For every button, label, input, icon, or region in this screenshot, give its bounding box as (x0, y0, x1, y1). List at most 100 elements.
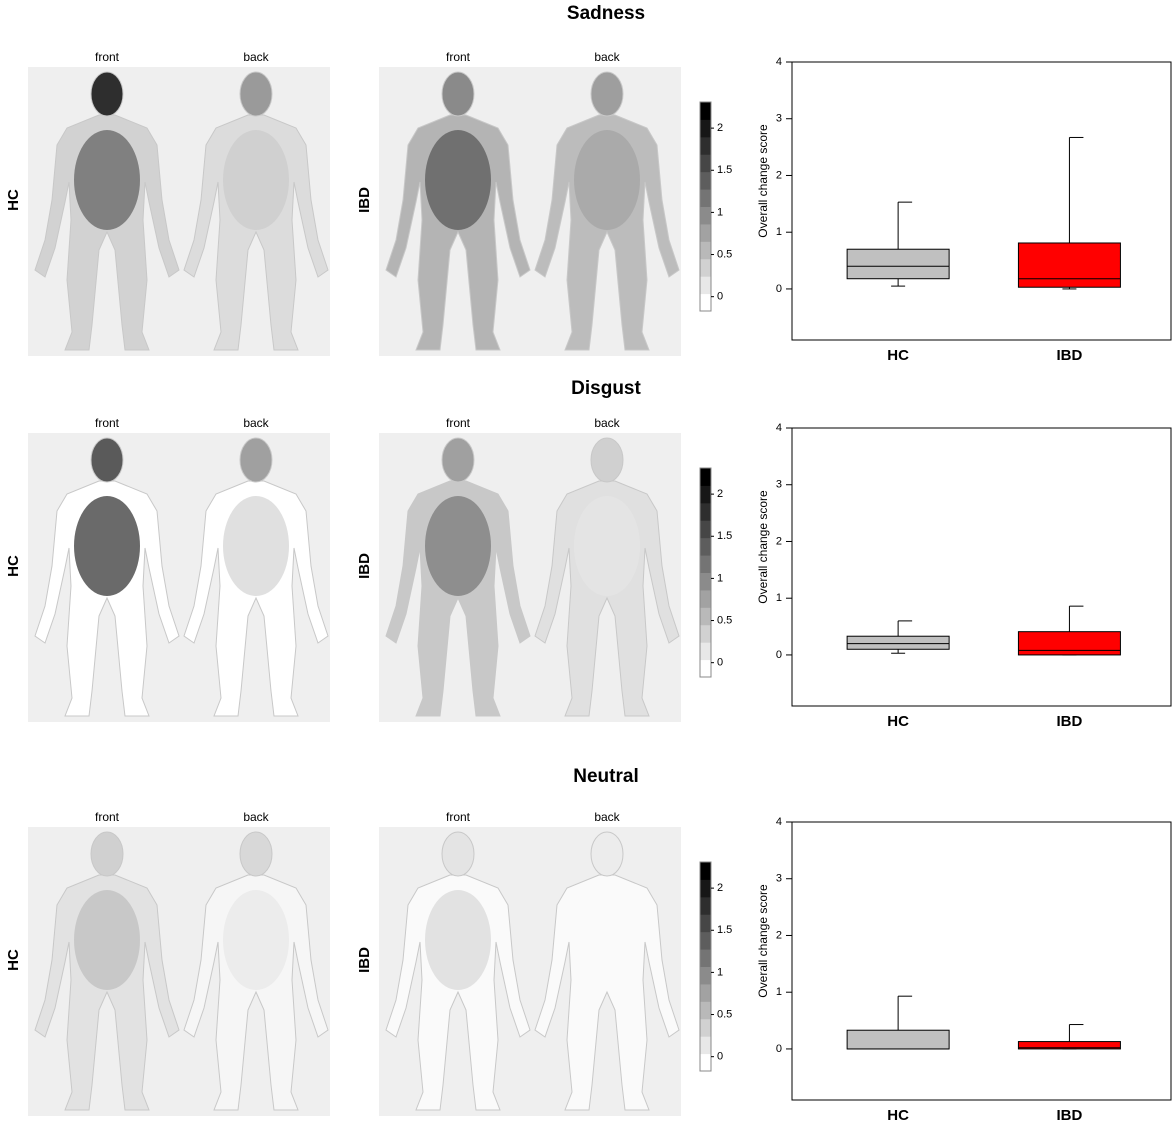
colorbar-band (700, 932, 711, 950)
x-tick-label: HC (887, 713, 909, 730)
colorbar-band (700, 154, 711, 172)
torso-shade (574, 496, 640, 596)
box (1018, 243, 1120, 287)
colorbar-band (700, 1054, 711, 1072)
x-tick-label: HC (887, 1107, 909, 1124)
colorbar-band (700, 102, 711, 120)
colorbar-band (700, 1019, 711, 1037)
plot-frame (792, 62, 1171, 340)
colorbar-band (700, 485, 711, 503)
colorbar-band (700, 241, 711, 259)
colorbar-band (700, 503, 711, 521)
colorbar-band (700, 1036, 711, 1054)
y-tick-label: 3 (776, 479, 782, 491)
head (591, 438, 623, 482)
torso-shade (574, 890, 640, 990)
group-label: HC (5, 555, 22, 577)
page: SadnessHCfrontbackIBDfrontback00.511.520… (0, 0, 1174, 1133)
torso-shade (425, 496, 491, 596)
colorbar-tick-label: 1 (717, 206, 723, 218)
y-tick-label: 4 (776, 816, 782, 828)
colorbar-band (700, 259, 711, 277)
panel-title: Disgust (571, 378, 641, 399)
colorbar-tick-label: 0.5 (717, 248, 732, 260)
x-tick-label: IBD (1057, 713, 1083, 730)
y-tick-label: 3 (776, 113, 782, 125)
y-tick-label: 1 (776, 986, 782, 998)
colorbar-band (700, 119, 711, 137)
y-tick-label: 0 (776, 649, 782, 661)
colorbar-band (700, 862, 711, 880)
colorbar-band (700, 897, 711, 915)
colorbar-tick-label: 2 (717, 488, 723, 500)
y-axis-label: Overall change score (756, 124, 770, 238)
colorbar-tick-label: 1.5 (717, 924, 732, 936)
view-label: back (594, 416, 620, 430)
view-label: front (95, 50, 120, 64)
group-label: HC (5, 949, 22, 971)
colorbar-band (700, 879, 711, 897)
y-tick-label: 3 (776, 873, 782, 885)
torso-shade (74, 496, 140, 596)
view-label: back (243, 810, 269, 824)
view-label: back (243, 416, 269, 430)
colorbar-tick-label: 1.5 (717, 164, 732, 176)
head (591, 72, 623, 116)
torso-shade (223, 130, 289, 230)
colorbar-band (700, 555, 711, 573)
colorbar-band (700, 538, 711, 556)
y-tick-label: 2 (776, 929, 782, 941)
plot-frame (792, 822, 1171, 1100)
y-axis-label: Overall change score (756, 490, 770, 604)
head (442, 832, 474, 876)
colorbar-band (700, 520, 711, 538)
y-tick-label: 0 (776, 283, 782, 295)
group-label: IBD (356, 947, 373, 973)
head (442, 438, 474, 482)
colorbar-tick-label: 1 (717, 572, 723, 584)
colorbar-band (700, 573, 711, 591)
colorbar-tick-label: 0.5 (717, 614, 732, 626)
torso-shade (425, 890, 491, 990)
head (591, 832, 623, 876)
head (91, 72, 123, 116)
head (240, 438, 272, 482)
figure: SadnessHCfrontbackIBDfrontback00.511.520… (0, 0, 1174, 1133)
x-tick-label: IBD (1057, 347, 1083, 364)
head (442, 72, 474, 116)
box (1018, 632, 1120, 655)
group-label: IBD (356, 187, 373, 213)
colorbar-band (700, 607, 711, 625)
colorbar-band (700, 642, 711, 660)
colorbar-tick-label: 0.5 (717, 1008, 732, 1020)
colorbar-tick-label: 1 (717, 966, 723, 978)
box (847, 249, 949, 279)
y-tick-label: 2 (776, 535, 782, 547)
colorbar-band (700, 984, 711, 1002)
torso-shade (425, 130, 491, 230)
view-label: front (95, 810, 120, 824)
colorbar-tick-label: 0 (717, 1051, 723, 1063)
colorbar-band (700, 137, 711, 155)
y-tick-label: 1 (776, 226, 782, 238)
y-tick-label: 4 (776, 56, 782, 68)
colorbar-band (700, 949, 711, 967)
y-tick-label: 2 (776, 169, 782, 181)
colorbar-band (700, 590, 711, 608)
x-tick-label: IBD (1057, 1107, 1083, 1124)
colorbar-band (700, 224, 711, 242)
torso-shade (223, 890, 289, 990)
view-label: back (594, 50, 620, 64)
colorbar-band (700, 967, 711, 985)
group-label: IBD (356, 553, 373, 579)
view-label: back (243, 50, 269, 64)
box (847, 1030, 949, 1049)
torso-shade (574, 130, 640, 230)
colorbar-band (700, 189, 711, 207)
colorbar-band (700, 625, 711, 643)
colorbar-tick-label: 2 (717, 882, 723, 894)
colorbar-tick-label: 0 (717, 291, 723, 303)
colorbar-band (700, 468, 711, 486)
group-label: HC (5, 189, 22, 211)
colorbar-tick-label: 0 (717, 657, 723, 669)
